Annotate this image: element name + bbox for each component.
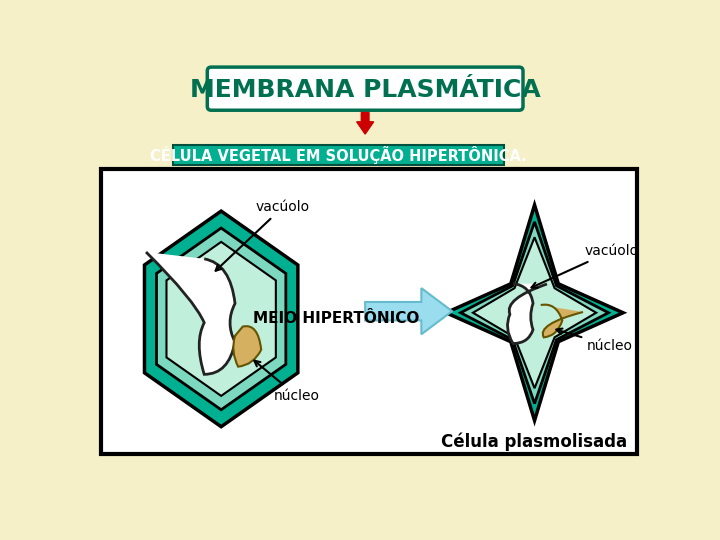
Polygon shape	[461, 222, 608, 403]
PathPatch shape	[539, 305, 562, 338]
Text: vacúolo: vacúolo	[531, 244, 639, 288]
Polygon shape	[145, 211, 298, 427]
Polygon shape	[473, 237, 596, 388]
Text: vacúolo: vacúolo	[215, 200, 310, 271]
FancyBboxPatch shape	[173, 145, 504, 165]
Text: CÉLULA VEGETAL EM SOLUÇÃO HIPERTÔNICA.: CÉLULA VEGETAL EM SOLUÇÃO HIPERTÔNICA.	[150, 146, 526, 164]
Polygon shape	[166, 242, 276, 396]
Text: MEIO HIPERTÔNICO: MEIO HIPERTÔNICO	[253, 312, 420, 326]
Text: Célula plasmolisada: Célula plasmolisada	[441, 433, 628, 451]
Text: núcleo: núcleo	[557, 328, 633, 353]
Polygon shape	[156, 228, 286, 410]
PathPatch shape	[199, 259, 235, 374]
PathPatch shape	[508, 284, 533, 343]
PathPatch shape	[233, 326, 261, 367]
Text: núcleo: núcleo	[254, 361, 320, 403]
FancyBboxPatch shape	[207, 67, 523, 110]
Polygon shape	[365, 288, 452, 334]
FancyArrow shape	[356, 112, 374, 134]
Polygon shape	[446, 205, 623, 421]
FancyBboxPatch shape	[101, 168, 637, 454]
Text: MEMBRANA PLASMÁTICA: MEMBRANA PLASMÁTICA	[190, 78, 541, 102]
